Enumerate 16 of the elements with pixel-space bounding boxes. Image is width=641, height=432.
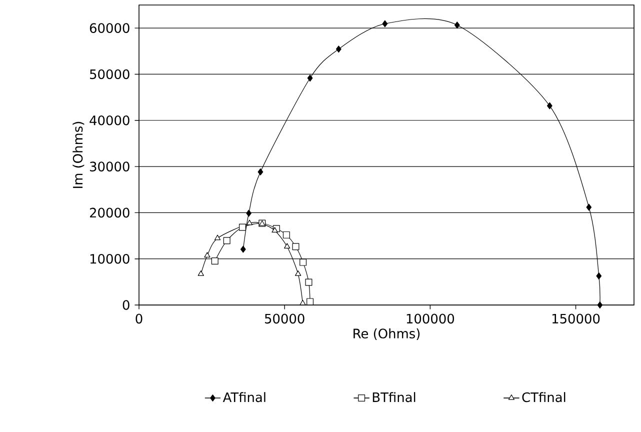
y-tick-label: 40000	[90, 115, 130, 126]
x-axis-title: Re (Ohms)	[354, 328, 420, 340]
y-tick-label: 60000	[90, 23, 130, 33]
y-tick-label: 50000	[90, 69, 130, 80]
y-tick-label: 0	[122, 300, 130, 310]
y-tick-label: 10000	[90, 254, 130, 264]
legend-label: ATfinal	[222, 392, 266, 402]
legend-label: CTfinal	[522, 392, 566, 402]
legend-label: BTfinal	[372, 392, 416, 402]
x-tick-label: 50000	[264, 314, 304, 324]
y-tick-label: 20000	[90, 208, 130, 218]
y-tick-label: 30000	[90, 162, 130, 172]
x-tick-label: 0	[136, 314, 142, 324]
x-tick-label: 100000	[406, 314, 454, 324]
x-tick-label: 150000	[552, 314, 600, 324]
y-axis-title: Im (Ohms)	[72, 122, 84, 188]
